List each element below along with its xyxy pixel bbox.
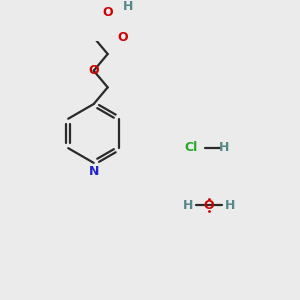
Text: O: O <box>117 31 128 44</box>
Text: O: O <box>88 64 99 77</box>
Text: O: O <box>102 6 113 20</box>
Text: H: H <box>225 199 235 212</box>
Text: N: N <box>88 165 99 178</box>
Text: H: H <box>183 199 193 212</box>
Text: H: H <box>123 0 134 13</box>
Text: O: O <box>203 199 214 212</box>
Text: H: H <box>219 141 230 154</box>
Text: Cl: Cl <box>184 141 198 154</box>
